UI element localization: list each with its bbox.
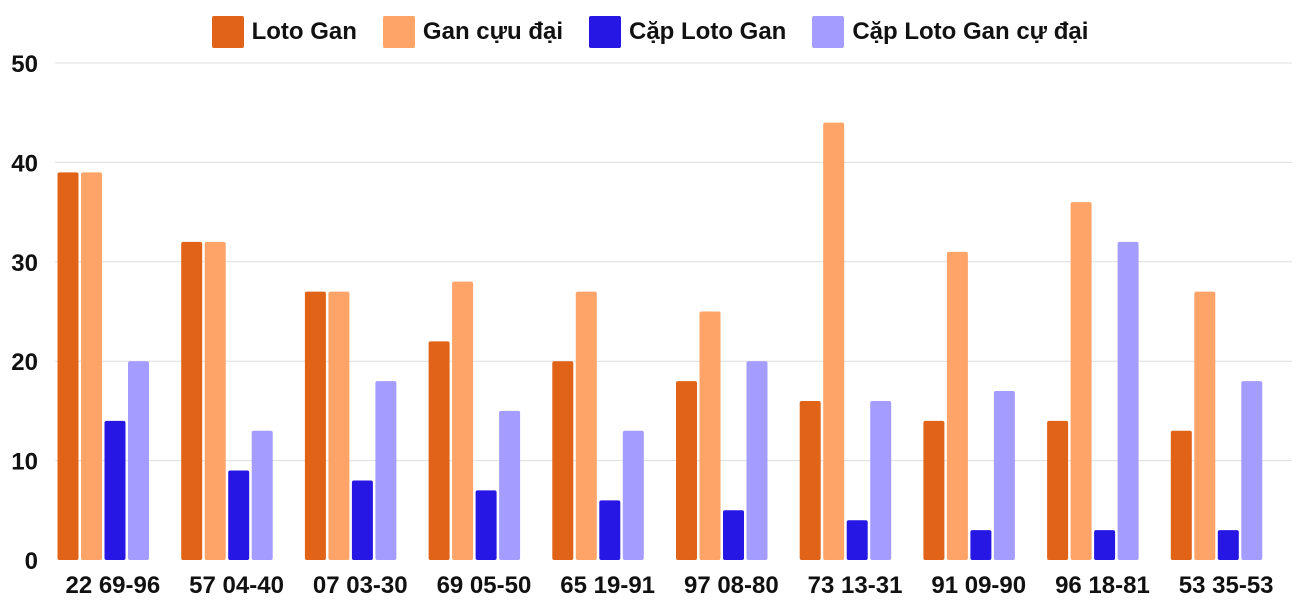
bar[interactable] [1170,430,1192,560]
bar[interactable] [799,400,821,560]
bar[interactable] [699,311,721,561]
bar[interactable] [104,420,126,560]
bars [57,122,1263,561]
bar[interactable] [228,470,250,560]
bar[interactable] [57,172,79,560]
bar[interactable] [676,381,697,560]
bar[interactable] [723,510,744,560]
x-axis-ticks: 22 69-96 57 04-40 07 03-30 69 05-50 65 19-91… [65,572,1273,599]
y-tick-label: 30 [11,250,38,277]
x-tick-label: 96 18-81 [1055,572,1150,599]
bar[interactable] [1241,381,1263,560]
y-tick-label: 50 [11,51,38,78]
legend-swatch [382,16,415,48]
x-tick-label: 91 09-90 [931,572,1026,599]
bar[interactable] [128,361,149,560]
bar[interactable] [428,341,450,560]
gridlines [55,62,1292,462]
legend-label: Cặp Loto Gan [629,18,787,45]
bar[interactable] [946,251,968,561]
bar[interactable] [552,361,574,560]
bar[interactable] [452,281,474,560]
x-tick-label: 07 03-30 [313,572,408,599]
legend-label: Gan cựu đại [422,18,563,45]
bar[interactable] [1070,202,1092,560]
bar[interactable] [304,291,326,560]
bar[interactable] [181,241,203,561]
bar[interactable] [204,241,226,561]
bar[interactable] [328,291,350,560]
y-tick-label: 20 [11,349,38,376]
x-tick-label: 57 04-40 [189,572,284,599]
bar[interactable] [1047,420,1069,560]
bar[interactable] [251,430,273,560]
x-tick-label: 97 08-80 [684,572,779,599]
legend-item-gan-cuu-dai[interactable]: Gan cựu đại [382,16,563,48]
bar[interactable] [622,430,644,560]
bar[interactable] [1194,291,1216,560]
bar[interactable] [870,400,892,560]
bar[interactable] [81,172,102,560]
legend-label: Loto Gan [251,18,357,45]
bar[interactable] [993,391,1015,560]
bar[interactable] [1117,241,1139,561]
legend-swatch [812,16,845,48]
bar[interactable] [499,410,521,560]
x-tick-label: 53 35-53 [1179,572,1274,599]
bar[interactable] [923,420,945,560]
bar[interactable] [375,381,397,560]
bar[interactable] [823,122,845,560]
legend-item-cap-loto-gan[interactable]: Cặp Loto Gan [589,16,786,48]
bar[interactable] [1217,530,1239,560]
legend-item-cap-loto-gan-cu-dai[interactable]: Cặp Loto Gan cự đại [812,16,1088,48]
legend-item-loto-gan[interactable]: Loto Gan [211,16,357,48]
y-tick-label: 40 [11,150,38,177]
legend-swatch [211,16,244,48]
bar[interactable] [970,530,992,560]
bar[interactable] [599,500,621,560]
bar[interactable] [746,361,768,560]
legend-swatch [589,16,621,48]
y-axis-ticks: 0 10 20 30 40 50 [11,51,38,575]
x-tick-label: 65 19-91 [560,572,655,599]
bar[interactable] [846,520,868,560]
bar[interactable] [575,291,597,560]
y-tick-label: 10 [11,449,38,476]
legend-label: Cặp Loto Gan cự đại [852,18,1089,45]
y-tick-label: 0 [25,548,38,575]
bar[interactable] [475,490,497,560]
bar[interactable] [351,480,373,560]
bar[interactable] [1094,530,1116,560]
x-tick-label: 22 69-96 [65,572,160,599]
x-tick-label: 73 13-31 [808,572,903,599]
legend: Loto Gan Gan cựu đại Cặp Loto Gan Cặp Lo… [0,12,1300,52]
x-tick-label: 69 05-50 [437,572,532,599]
